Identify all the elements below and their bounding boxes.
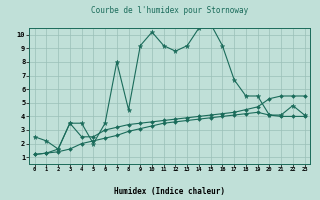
Text: Courbe de l'humidex pour Stornoway: Courbe de l'humidex pour Stornoway (91, 6, 248, 15)
Text: Humidex (Indice chaleur): Humidex (Indice chaleur) (114, 187, 225, 196)
